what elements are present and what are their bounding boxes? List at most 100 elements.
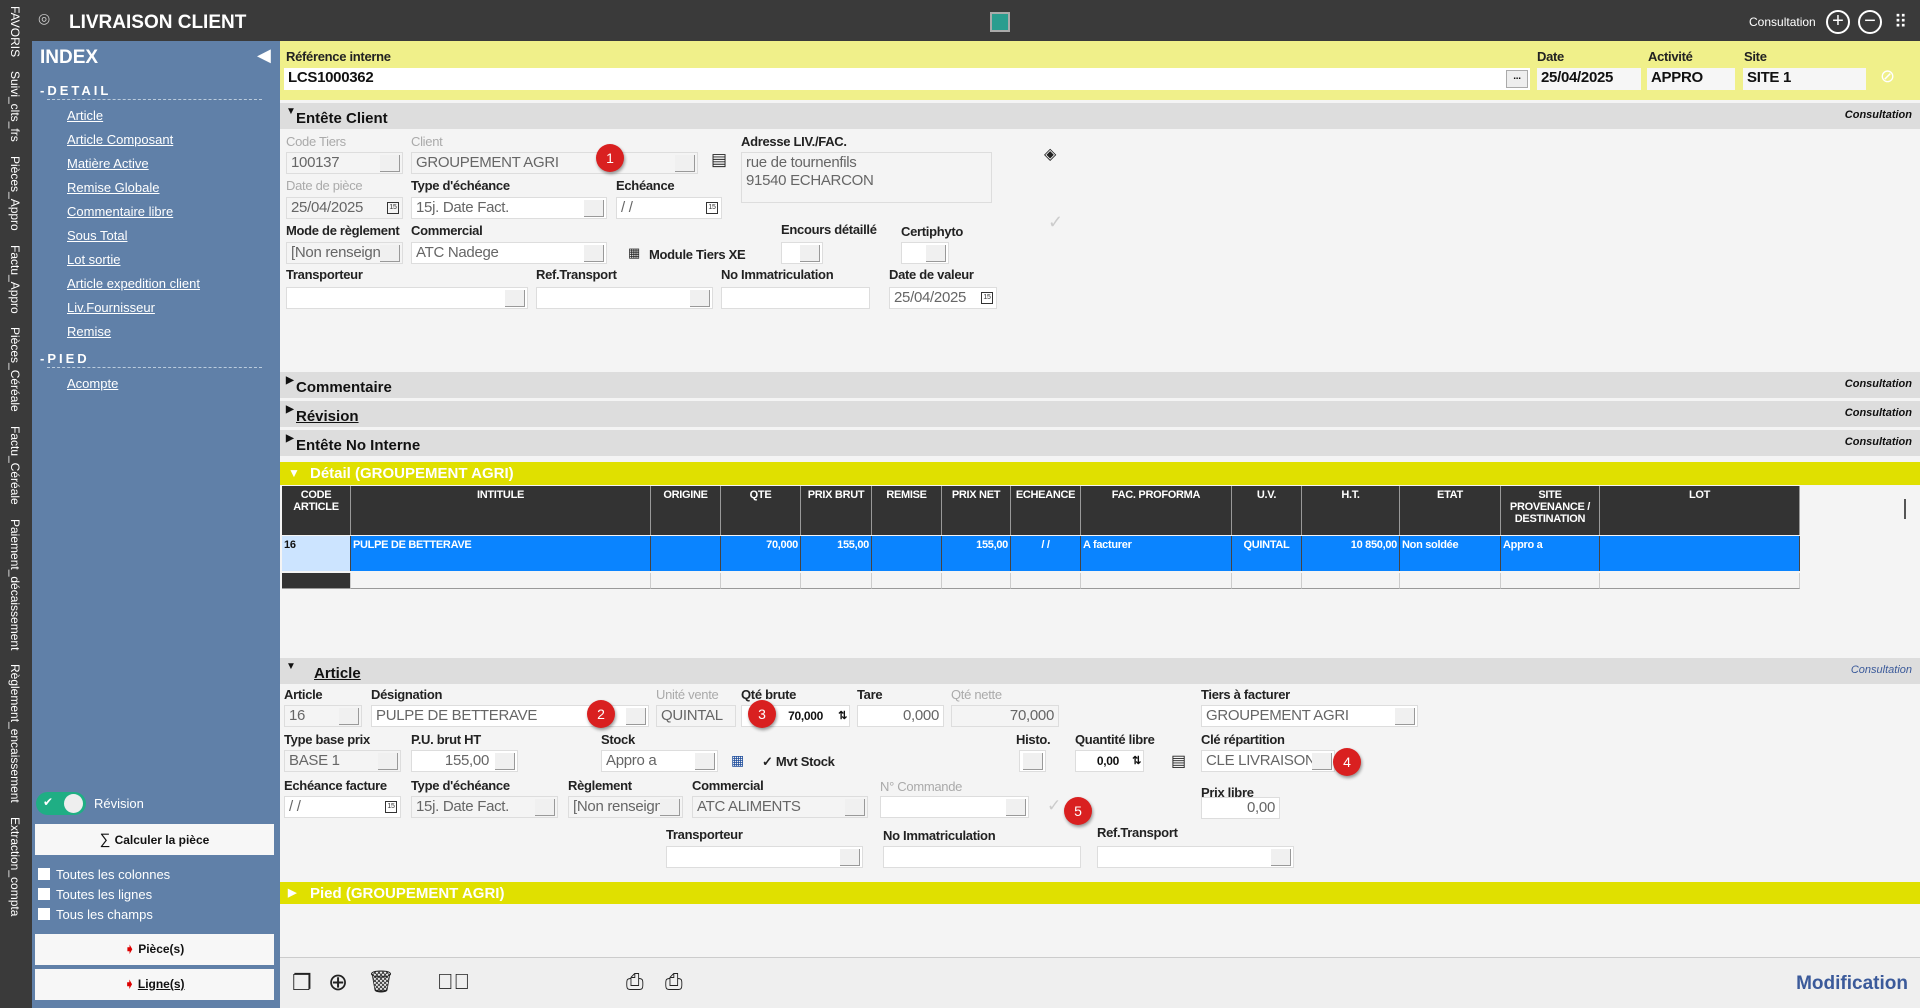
certiphyto-button[interactable]	[901, 242, 949, 264]
strip-pieces-appro[interactable]: Pièces_Appro	[8, 155, 22, 231]
calendar-grid-icon[interactable]: ▦	[731, 752, 745, 768]
column-header[interactable]: FAC. PROFORMA	[1081, 486, 1232, 535]
strip-reglement[interactable]: Règlement_encaissement	[8, 664, 22, 803]
lignes-button[interactable]: ➧ Ligne(s)	[35, 969, 274, 1000]
qte-libre-input[interactable]: 0,00 ⇅	[1075, 750, 1144, 772]
lookup-button[interactable]	[626, 708, 646, 725]
module-icon[interactable]: ▦	[628, 245, 641, 260]
empty-row-cell[interactable]	[1302, 573, 1400, 589]
strip-favoris[interactable]: FAVORIS	[8, 6, 22, 58]
strip-factu-cereale[interactable]: Factu_Céréale	[8, 425, 22, 505]
index-item-remise[interactable]: Remise	[67, 324, 112, 339]
lookup-button[interactable]	[380, 155, 400, 172]
eye-icon[interactable]: ◎	[38, 10, 51, 26]
column-header[interactable]: SITE PROVENANCE / DESTINATION	[1501, 486, 1600, 535]
lookup-button[interactable]	[584, 245, 604, 262]
table-cell[interactable]: 155,00	[801, 536, 872, 571]
empty-row-cell[interactable]	[1600, 573, 1800, 589]
index-item-commentaire-libre[interactable]: Commentaire libre	[67, 204, 174, 219]
all-lines-checkbox[interactable]: Toutes les lignes	[38, 887, 152, 902]
validate-icon[interactable]: ✓⃝	[437, 969, 470, 994]
lookup-button[interactable]	[378, 753, 398, 770]
commercial-art-input[interactable]: ATC ALIMENTS	[692, 796, 868, 818]
tare-input[interactable]: 0,000	[857, 705, 944, 727]
date-valeur-input[interactable]: 25/04/2025 15	[889, 287, 997, 309]
commentaire-header[interactable]: ▶ Commentaire Consultation	[280, 372, 1920, 398]
client-input[interactable]: GROUPEMENT AGRI	[411, 152, 698, 174]
detail-header[interactable]: ▼ Détail (GROUPEMENT AGRI)	[280, 462, 1920, 485]
ref-input[interactable]: LCS1000362 ...	[284, 68, 1530, 90]
all-columns-checkbox[interactable]: Toutes les colonnes	[38, 867, 170, 882]
lookup-button[interactable]	[845, 799, 865, 816]
lookup-button[interactable]	[1271, 849, 1291, 866]
lookup-button[interactable]	[926, 245, 946, 262]
table-cell[interactable]: 70,000	[721, 536, 801, 571]
empty-row-cell[interactable]	[872, 573, 942, 589]
date-piece-input[interactable]: 25/04/2025 15	[286, 197, 403, 219]
empty-row-cell[interactable]	[651, 573, 721, 589]
calendar-icon[interactable]: 15	[706, 202, 718, 214]
index-item-sous-total[interactable]: Sous Total	[67, 228, 128, 243]
table-cell[interactable]: QUINTAL	[1232, 536, 1302, 571]
table-cell[interactable]	[651, 536, 721, 571]
article-input[interactable]: 16	[284, 705, 362, 727]
revision-toggle[interactable]: ✔	[36, 792, 86, 815]
empty-row-cell[interactable]	[801, 573, 872, 589]
commercial-input[interactable]: ATC Nadege	[411, 242, 607, 264]
print-preview-icon[interactable]: ⎙	[665, 969, 683, 994]
revision-header[interactable]: ▶ Révision Consultation	[280, 401, 1920, 427]
column-header[interactable]: INTITULE	[351, 486, 651, 535]
paperclip-icon[interactable]: ⊘	[1880, 66, 1896, 86]
column-header[interactable]: PRIX BRUT	[801, 486, 872, 535]
table-cell[interactable]: / /	[1011, 536, 1081, 571]
mode-reglement-input[interactable]: [Non renseigné]	[286, 242, 403, 264]
empty-row-cell[interactable]	[351, 573, 651, 589]
type-base-input[interactable]: BASE 1	[284, 750, 401, 772]
prix-libre-input[interactable]: 0,00	[1201, 797, 1280, 819]
pieces-button[interactable]: ➧ Pièce(s)	[35, 934, 274, 965]
tiers-input[interactable]: GROUPEMENT AGRI	[1201, 705, 1418, 727]
strip-suivi[interactable]: Suivi_clts_frs	[8, 71, 22, 142]
code-tiers-input[interactable]: 100137	[286, 152, 403, 174]
cle-input[interactable]: CLE LIVRAISON	[1201, 750, 1335, 772]
column-header[interactable]: PRIX NET	[942, 486, 1011, 535]
echeance-input[interactable]: / / 15	[616, 197, 722, 219]
strip-extraction[interactable]: Extraction_compta	[8, 816, 22, 917]
empty-row-cell[interactable]	[721, 573, 801, 589]
type-ech-input[interactable]: 15j. Date Fact.	[411, 796, 558, 818]
validate-check-icon[interactable]: ✓	[1048, 212, 1064, 232]
calendar-icon[interactable]: 15	[981, 292, 993, 304]
transporteur-art-input[interactable]	[666, 846, 863, 868]
lookup-button[interactable]	[505, 290, 525, 307]
qte-nette-input[interactable]: 70,000	[951, 705, 1059, 727]
table-cell[interactable]	[1600, 536, 1800, 571]
strip-factu-appro[interactable]: Factu_Appro	[8, 244, 22, 314]
index-item-article-composant[interactable]: Article Composant	[67, 132, 174, 147]
eraser-icon[interactable]: ◈	[1044, 146, 1057, 163]
empty-row-cell[interactable]	[942, 573, 1011, 589]
empty-row-cell[interactable]	[1081, 573, 1232, 589]
ref-transport-input[interactable]	[536, 287, 713, 309]
lookup-button[interactable]	[695, 753, 715, 770]
spinner-icon[interactable]: ⇅	[838, 710, 847, 722]
index-item-article-expedition[interactable]: Article expedition client	[67, 276, 200, 291]
site-input[interactable]: SITE 1	[1743, 68, 1866, 90]
empty-row-cell[interactable]	[282, 573, 351, 589]
lookup-button[interactable]	[535, 799, 555, 816]
zoom-out-icon[interactable]: −	[1858, 10, 1882, 34]
empty-row-cell[interactable]	[1232, 573, 1302, 589]
encours-button[interactable]	[781, 242, 823, 264]
type-echeance-input[interactable]: 15j. Date Fact.	[411, 197, 607, 219]
stock-input[interactable]: Appro a	[601, 750, 718, 772]
print-icon[interactable]: ⎙	[626, 969, 644, 994]
entete-client-header[interactable]: ▼ Entête Client Consultation	[280, 103, 1920, 129]
index-item-article[interactable]: Article	[67, 108, 104, 123]
pied-header[interactable]: ▶ Pied (GROUPEMENT AGRI)	[280, 882, 1920, 904]
validate-check-icon[interactable]: ✓	[1047, 796, 1062, 815]
column-header[interactable]: ECHEANCE	[1011, 486, 1081, 535]
index-item-liv-fournisseur[interactable]: Liv.Fournisseur	[67, 300, 155, 315]
article-header[interactable]: ▼ Article Consultation	[280, 658, 1920, 684]
column-header[interactable]: REMISE	[872, 486, 942, 535]
duplicate-icon[interactable]: ❐	[292, 970, 312, 995]
histo-button[interactable]	[1019, 750, 1046, 772]
